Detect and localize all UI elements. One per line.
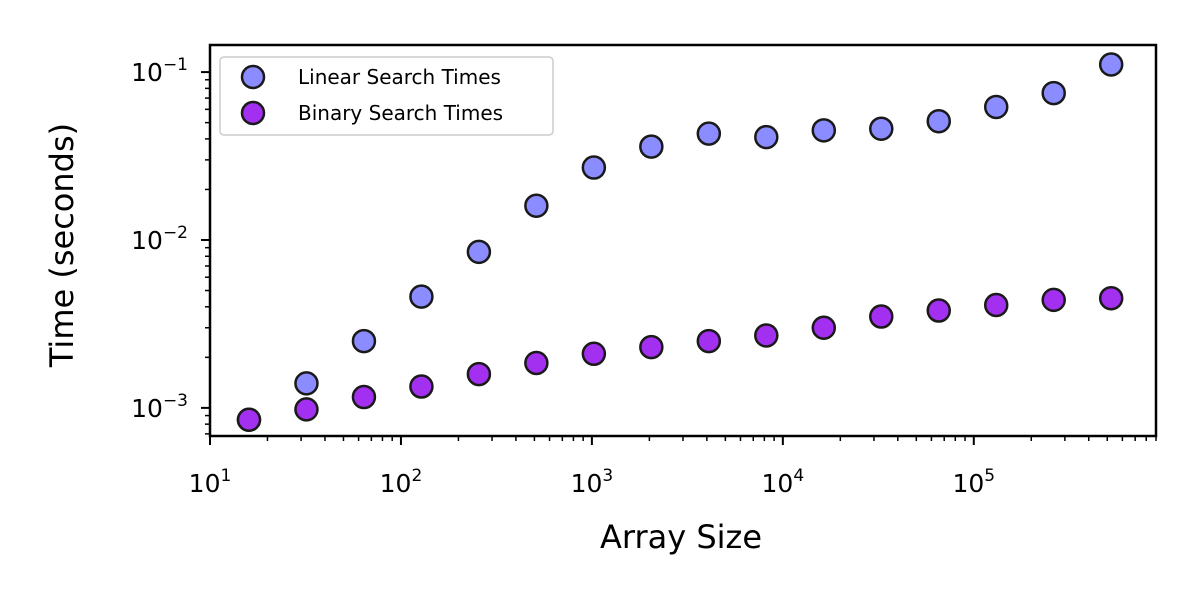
linear-search-point xyxy=(466,239,492,265)
legend-label-binary: Binary Search Times xyxy=(298,101,503,125)
x-axis-ticks: 101 102 103 104 105 xyxy=(189,436,1157,498)
y-tick-label: 10−2 xyxy=(131,223,188,255)
x-tick-label: 104 xyxy=(762,466,805,498)
binary-search-point xyxy=(869,304,894,329)
linear-search-point xyxy=(869,116,894,141)
linear-search-point xyxy=(1098,52,1124,77)
binary-search-point xyxy=(409,374,434,399)
x-tick-label: 102 xyxy=(380,466,423,498)
binary-search-point xyxy=(351,384,377,410)
linear-search-point xyxy=(1041,80,1066,106)
linear-search-point xyxy=(409,284,434,309)
binary-search-point xyxy=(1098,285,1124,311)
binary-search-point xyxy=(696,328,722,354)
plot-frame xyxy=(208,43,1158,438)
binary-search-point xyxy=(524,350,549,376)
binary-search-point xyxy=(581,341,607,367)
linear-search-point xyxy=(294,371,319,396)
legend-box xyxy=(219,56,554,136)
linear-search-point xyxy=(926,108,951,134)
legend-label-linear: Linear Search Times xyxy=(298,65,501,89)
binary-search-point xyxy=(754,323,779,348)
binary-search-point xyxy=(639,334,664,360)
linear-search-point xyxy=(754,124,779,150)
binary-search-point xyxy=(294,397,319,422)
data-points xyxy=(236,52,1124,432)
x-tick-label: 101 xyxy=(189,466,232,498)
binary-search-point xyxy=(811,315,837,341)
linear-search-point xyxy=(811,118,837,143)
x-tick-label: 105 xyxy=(952,466,995,498)
y-tick-label: 10−3 xyxy=(131,391,188,423)
binary-search-point xyxy=(236,407,262,432)
binary-search-point xyxy=(466,361,492,387)
linear-search-point xyxy=(524,193,549,218)
binary-search-point xyxy=(1041,287,1066,313)
y-axis-ticks: 10−3 10−2 10−1 xyxy=(131,55,210,435)
binary-search-point xyxy=(926,298,951,323)
linear-search-point xyxy=(983,94,1009,120)
linear-search-point xyxy=(696,121,722,146)
linear-search-point xyxy=(581,155,607,180)
linear-search-point xyxy=(351,328,377,354)
x-tick-label: 103 xyxy=(571,466,614,498)
series-binary xyxy=(236,285,1124,432)
y-tick-label: 10−1 xyxy=(131,55,188,87)
y-axis-title: Time (seconds) xyxy=(43,123,81,368)
binary-search-point xyxy=(983,292,1009,318)
x-axis-title: Array Size xyxy=(600,518,762,556)
legend: Linear Search Times Binary Search Times xyxy=(219,56,554,136)
legend-marker-binary xyxy=(240,100,266,126)
legend-marker-linear xyxy=(240,64,266,90)
linear-search-point xyxy=(639,134,664,159)
